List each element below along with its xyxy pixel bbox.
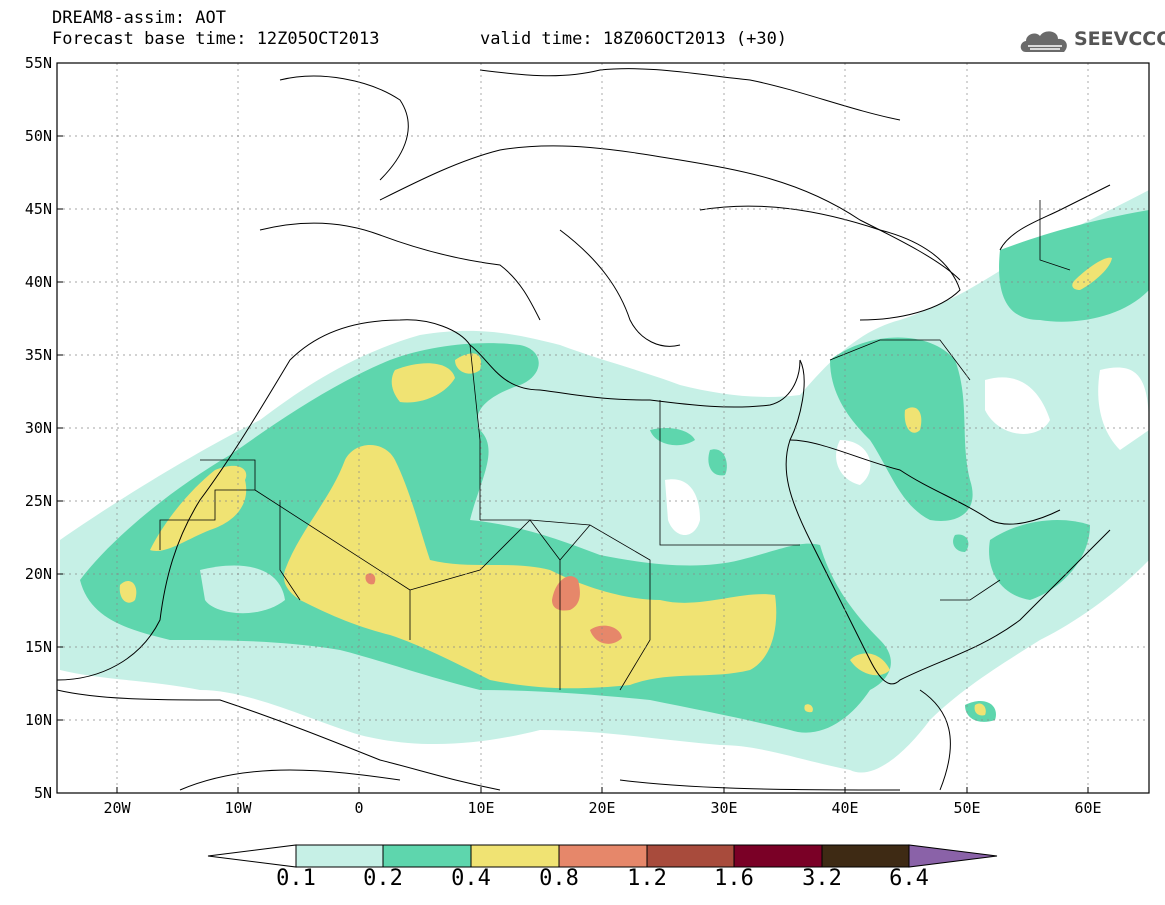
colorbar-label: 1.2 <box>627 866 667 891</box>
aot-level-0.4 <box>283 445 777 689</box>
logo-text: SEEVCCC <box>1074 28 1165 50</box>
lat-label: 20N <box>25 565 52 583</box>
colorbar-label: 0.1 <box>276 866 316 891</box>
lat-label: 10N <box>25 711 52 729</box>
lon-label: 60E <box>1074 799 1101 817</box>
colorbar-label: 3.2 <box>802 866 842 891</box>
colorbar-bin <box>558 844 648 868</box>
lat-label: 55N <box>25 54 52 72</box>
lon-label: 50E <box>953 799 980 817</box>
lat-label: 5N <box>34 784 52 802</box>
colorbar-bin <box>821 844 910 868</box>
lon-label: 10W <box>224 799 252 817</box>
colorbar-bin <box>470 844 560 868</box>
colorbar-label: 1.6 <box>714 866 754 891</box>
lat-label: 30N <box>25 419 52 437</box>
lon-label: 10E <box>467 799 494 817</box>
colorbar-low-arrow <box>207 844 297 868</box>
colorbar-label: 0.4 <box>451 866 491 891</box>
map-title: DREAM8-assim: AOT <box>52 8 226 28</box>
colorbar-bin <box>382 844 472 868</box>
aot-level-0.8 <box>552 576 580 611</box>
colorbar-bin <box>646 844 735 868</box>
forecast-base-time: Forecast base time: 12Z05OCT2013 <box>52 29 380 49</box>
colorbar-high-arrow <box>908 844 998 868</box>
lon-label: 20E <box>588 799 615 817</box>
lat-label: 50N <box>25 127 52 145</box>
coastlines-borders <box>56 68 1111 791</box>
lat-label: 45N <box>25 200 52 218</box>
lon-label: 20W <box>103 799 131 817</box>
lat-label: 15N <box>25 638 52 656</box>
lat-label: 25N <box>25 492 52 510</box>
lon-labels: 20W 10W 0 10E 20E 30E 40E 50E 60E <box>103 799 1101 817</box>
colorbar-label: 0.2 <box>363 866 403 891</box>
lon-label: 0 <box>354 799 363 817</box>
colorbar-label: 6.4 <box>889 866 929 891</box>
lon-label: 40E <box>831 799 858 817</box>
country-borders <box>159 200 1071 691</box>
colorbar-bin <box>733 844 823 868</box>
grid-lines <box>57 63 1149 793</box>
axis-ticks <box>57 62 1089 794</box>
valid-time: valid time: 18Z06OCT2013 (+30) <box>480 29 788 49</box>
colorbar <box>207 844 998 868</box>
lat-label: 40N <box>25 273 52 291</box>
cloud-logo-icon <box>1020 31 1067 52</box>
lon-label: 30E <box>710 799 737 817</box>
colorbar-label: 0.8 <box>539 866 579 891</box>
colorbar-bin <box>295 844 384 868</box>
aot-field <box>60 190 1149 773</box>
lat-labels: 55N 50N 45N 40N 35N 30N 25N 20N 15N 10N … <box>25 54 52 802</box>
seevccc-logo: SEEVCCC <box>1018 22 1165 58</box>
lat-label: 35N <box>25 346 52 364</box>
